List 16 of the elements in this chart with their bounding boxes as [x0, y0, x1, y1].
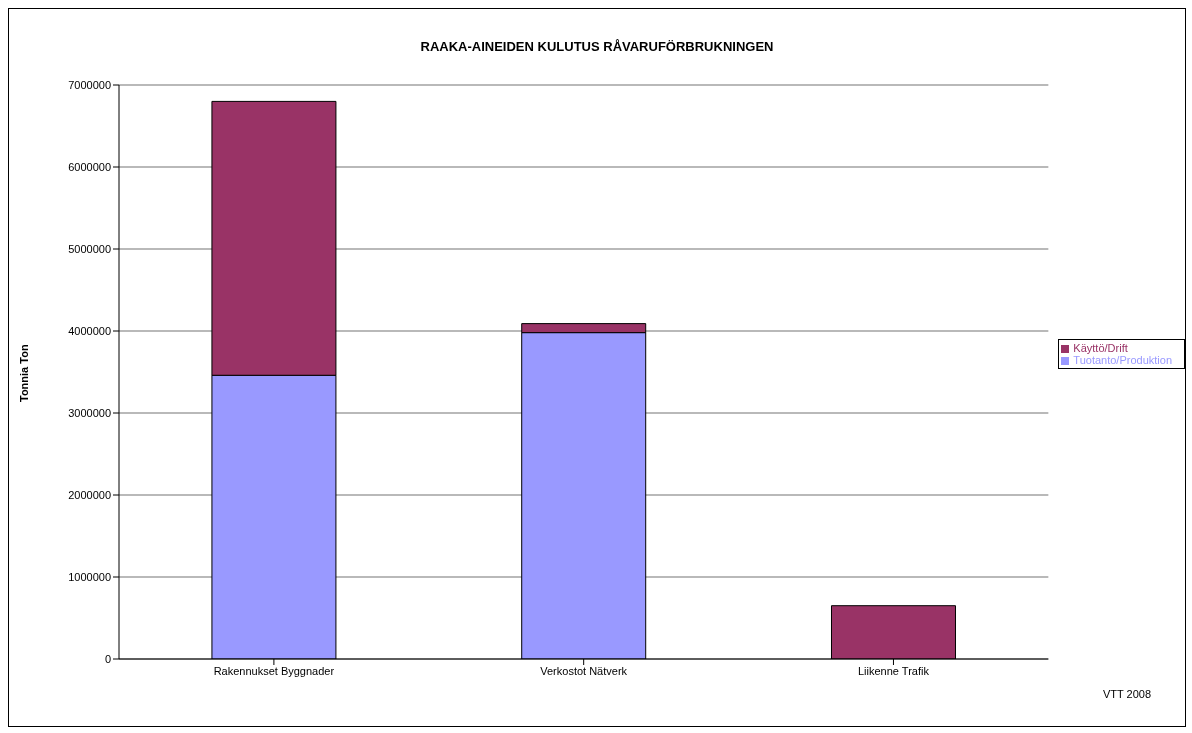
legend-label: Tuotanto/Produktion	[1073, 354, 1172, 366]
text: VTT 2008	[1102, 688, 1151, 700]
y-tick-label: 1000000	[68, 570, 111, 583]
y-tick-label: 2000000	[68, 488, 111, 501]
x-tick-label: Rakennukset Byggnader	[213, 664, 335, 677]
y-axis-title: Tonnia Ton	[17, 344, 30, 402]
x-tick-label: Verkostot Nätverk	[540, 664, 628, 677]
y-tick-label: 6000000	[68, 160, 111, 173]
x-tick-label: Liikenne Trafik	[857, 664, 930, 677]
y-tick-label: 4000000	[68, 324, 111, 337]
y-tick-label: 5000000	[68, 242, 111, 255]
chart-title: RAAKA-AINEIDEN KULUTUS RÅVARUFÖRBRUKNINGEN	[419, 39, 775, 54]
legend-label: Käyttö/Drift	[1073, 342, 1128, 354]
y-tick-label: 7000000	[68, 78, 111, 91]
y-tick-label: 3000000	[68, 406, 111, 419]
y-tick-label: 0	[104, 652, 111, 665]
